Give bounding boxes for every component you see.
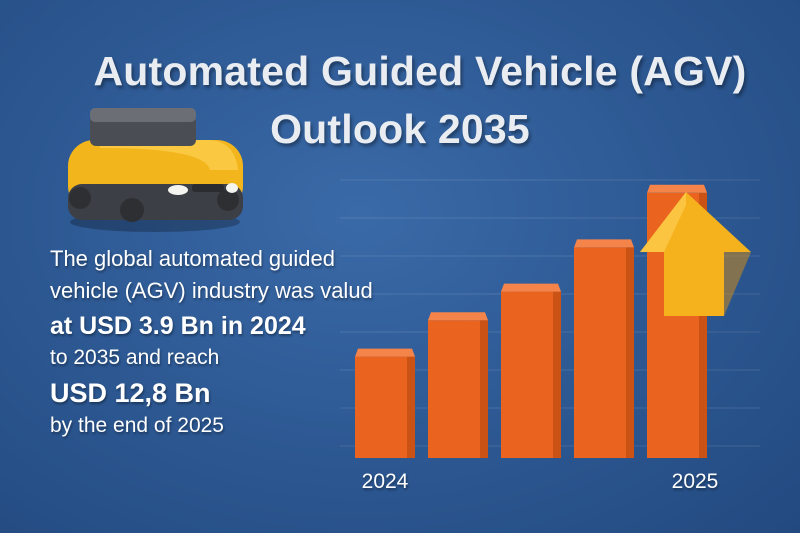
bar-1	[355, 348, 415, 458]
title-line-1: Automated Guided Vehicle (AGV)	[93, 48, 747, 94]
description-line-1: The global automated guided	[50, 246, 335, 271]
description-line-6: by the end of 2025	[50, 414, 224, 437]
title-line-2: Outlook 2035	[270, 106, 530, 152]
description-line-2: vehicle (AGV) industry was valud	[50, 278, 373, 303]
description-line-3: at USD 3.9 Bn in 2024	[50, 312, 306, 340]
bars	[355, 184, 707, 459]
up-arrow-icon	[640, 192, 751, 316]
description-line-5: USD 12,8 Bn	[50, 378, 211, 408]
agv-robot-icon	[68, 108, 243, 232]
description-line-4: to 2035 and reach	[50, 346, 220, 369]
bar-3	[501, 283, 561, 458]
x-tick-label-2025: 2025	[671, 470, 719, 493]
bar-4	[574, 239, 634, 458]
bar-2	[428, 312, 488, 458]
x-tick-label-2024: 2024	[361, 470, 409, 493]
